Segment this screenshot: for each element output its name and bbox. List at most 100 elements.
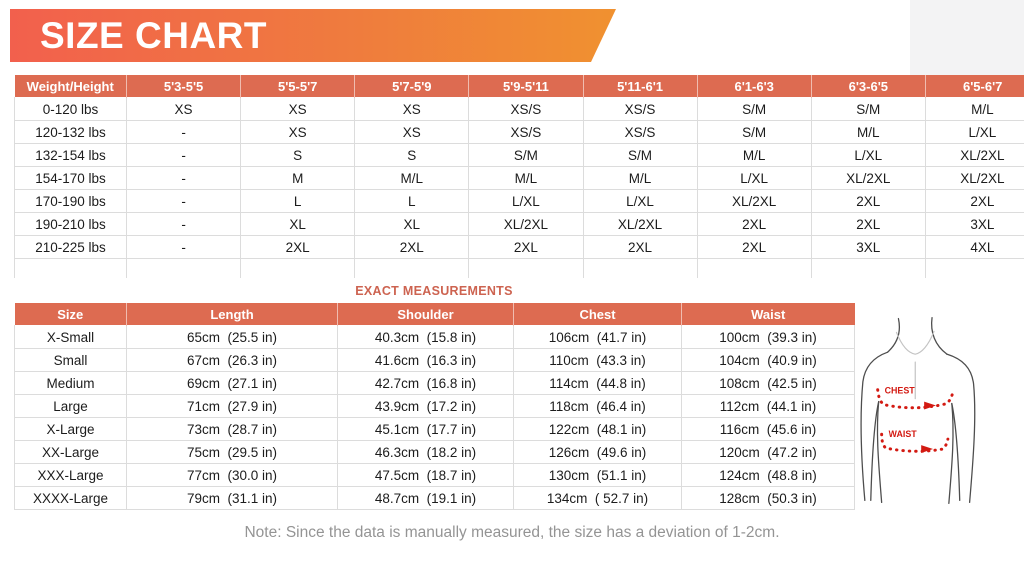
weight-row: 154-170 lbs - M M/L M/L M/L L/XL XL/2XL XL/2XL: [14, 166, 1024, 190]
size-cell: -: [125, 120, 242, 144]
size-cell: M/L: [582, 166, 698, 190]
weight-label-cell: 190-210 lbs: [14, 212, 127, 236]
size-cell: XS: [354, 97, 470, 121]
weight-row: 170-190 lbs - L L L/XL L/XL XL/2XL 2XL 2XL: [14, 189, 1024, 213]
corner-header-cell: Weight/Height: [14, 75, 127, 98]
weight-label-cell: 154-170 lbs: [14, 166, 127, 190]
height-header-cell: 5'9-5'11: [468, 75, 584, 98]
size-cell: XS/S: [468, 120, 584, 144]
measurement-row: XXX-Large 77cm (30.0 in) 47.5cm (18.7 in) 1…: [14, 463, 855, 487]
measurements-table: Size Length Shoulder Chest Waist X-Small 65cm…: [14, 303, 855, 510]
measurements-header-row: Size Length Shoulder Chest Waist: [14, 303, 855, 326]
size-cell: [582, 258, 698, 278]
size-cell: [125, 258, 242, 278]
height-header-cell: 5'5-5'7: [240, 75, 356, 98]
size-cell: S/M: [696, 97, 812, 121]
weight-row: 132-154 lbs - S S S/M S/M M/L L/XL XL/2XL: [14, 143, 1024, 167]
chest-arrow-icon: [924, 401, 936, 410]
size-cell: [810, 258, 926, 278]
size-cell: L: [240, 189, 356, 213]
measurement-value-cell: 46.3cm (18.2 in): [337, 440, 514, 464]
size-chart-banner: SIZE CHART: [10, 9, 616, 62]
size-cell: XS: [240, 120, 356, 144]
measurement-value-cell: 130cm (51.1 in): [513, 463, 682, 487]
size-cell: M/L: [468, 166, 584, 190]
measurement-value-cell: 69cm (27.1 in): [126, 371, 338, 395]
measurement-row: Large 71cm (27.9 in) 43.9cm (17.2 in) 118cm…: [14, 394, 855, 418]
size-cell: [924, 258, 1024, 278]
size-cell: 2XL: [582, 235, 698, 259]
size-cell: XL: [240, 212, 356, 236]
size-cell: 2XL: [354, 235, 470, 259]
height-header-cell: 6'3-6'5: [811, 75, 926, 98]
body-measurement-diagram: CHEST WAIST: [852, 302, 1020, 516]
measurement-value-cell: 122cm (48.1 in): [513, 417, 682, 441]
section-title-exact-measurements: EXACT MEASUREMENTS: [355, 284, 513, 298]
measurement-header-cell: Waist: [681, 303, 855, 326]
size-cell: L/XL: [582, 189, 698, 213]
measurement-header-cell: Shoulder: [337, 303, 514, 326]
size-cell: S/M: [810, 97, 926, 121]
measurement-value-cell: 47.5cm (18.7 in): [337, 463, 514, 487]
measurement-row: Medium 69cm (27.1 in) 42.7cm (16.8 in) 114c…: [14, 371, 855, 395]
size-cell: [696, 258, 812, 278]
size-cell: [468, 258, 584, 278]
measurement-value-cell: 112cm (44.1 in): [681, 394, 855, 418]
waist-label: WAIST: [889, 429, 918, 439]
size-cell: XL/2XL: [810, 166, 926, 190]
size-cell: L: [354, 189, 470, 213]
size-name-cell: XXX-Large: [14, 463, 127, 487]
size-name-cell: X-Large: [14, 417, 127, 441]
size-cell: L/XL: [468, 189, 584, 213]
measurement-value-cell: 42.7cm (16.8 in): [337, 371, 514, 395]
weight-height-table: Weight/Height 5'3-5'5 5'5-5'7 5'7-5'9 5'9-5'…: [14, 75, 1024, 278]
size-cell: 4XL: [924, 235, 1024, 259]
measurement-value-cell: 73cm (28.7 in): [126, 417, 338, 441]
measurement-header-cell: Chest: [513, 303, 682, 326]
size-cell: S: [354, 143, 470, 167]
size-cell: 2XL: [810, 189, 926, 213]
size-cell: XS: [354, 120, 470, 144]
weight-label-cell: 170-190 lbs: [14, 189, 127, 213]
measurement-value-cell: 120cm (47.2 in): [681, 440, 855, 464]
size-cell: -: [125, 189, 242, 213]
measurement-value-cell: 40.3cm (15.8 in): [337, 325, 514, 349]
measurement-header-cell: Size: [14, 303, 127, 326]
size-cell: XL/2XL: [582, 212, 698, 236]
measurement-value-cell: 65cm (25.5 in): [126, 325, 338, 349]
measurement-value-cell: 108cm (42.5 in): [681, 371, 855, 395]
measurement-value-cell: 128cm (50.3 in): [681, 486, 855, 510]
size-cell: 2XL: [810, 212, 926, 236]
size-cell: M/L: [354, 166, 470, 190]
measurement-value-cell: 118cm (46.4 in): [513, 394, 682, 418]
weight-label-cell: [14, 258, 127, 278]
height-header-cell: 6'5-6'7: [925, 75, 1024, 98]
size-name-cell: Large: [14, 394, 127, 418]
measurement-value-cell: 116cm (45.6 in): [681, 417, 855, 441]
weight-height-header-row: Weight/Height 5'3-5'5 5'5-5'7 5'7-5'9 5'9-5'…: [14, 75, 1024, 98]
measurement-value-cell: 43.9cm (17.2 in): [337, 394, 514, 418]
measurement-value-cell: 71cm (27.9 in): [126, 394, 338, 418]
size-cell: 2XL: [696, 212, 812, 236]
size-cell: XL/2XL: [924, 143, 1024, 167]
chest-label: CHEST: [885, 386, 916, 396]
measurements-body: X-Small 65cm (25.5 in) 40.3cm (15.8 in) 106…: [14, 325, 855, 510]
size-cell: XL/2XL: [696, 189, 812, 213]
weight-row: 120-132 lbs - XS XS XS/S XS/S S/M M/L L/XL: [14, 120, 1024, 144]
size-cell: 2XL: [924, 189, 1024, 213]
measurement-value-cell: 67cm (26.3 in): [126, 348, 338, 372]
measurement-row: XX-Large 75cm (29.5 in) 46.3cm (18.2 in) 12…: [14, 440, 855, 464]
measurement-value-cell: 41.6cm (16.3 in): [337, 348, 514, 372]
height-header-cell: 5'3-5'5: [126, 75, 242, 98]
measurement-value-cell: 126cm (49.6 in): [513, 440, 682, 464]
size-name-cell: Medium: [14, 371, 127, 395]
measurement-value-cell: 75cm (29.5 in): [126, 440, 338, 464]
size-cell: 2XL: [468, 235, 584, 259]
measurement-value-cell: 124cm (48.8 in): [681, 463, 855, 487]
measurement-header-cell: Length: [126, 303, 338, 326]
size-cell: XL/2XL: [468, 212, 584, 236]
measurement-value-cell: 134cm ( 52.7 in): [513, 486, 682, 510]
torso-figure-icon: CHEST WAIST: [860, 316, 976, 505]
measurement-value-cell: 79cm (31.1 in): [126, 486, 338, 510]
deviation-note: Note: Since the data is manually measure…: [244, 524, 780, 541]
